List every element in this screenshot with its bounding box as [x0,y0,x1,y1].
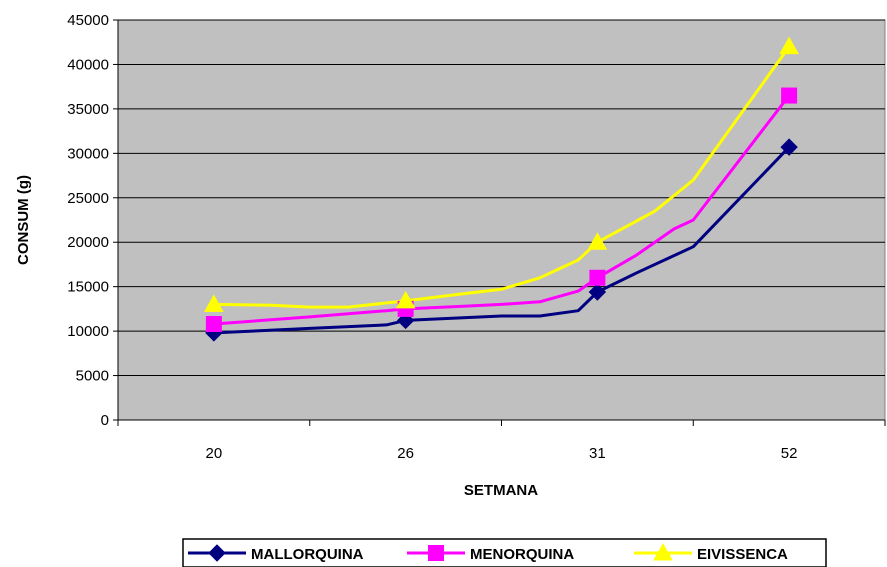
x-tick-label: 31 [589,445,606,462]
data-point-eivissenca [587,232,608,250]
series-line-eivissenca [213,45,791,309]
legend-label-mallorquina: MALLORQUINA [251,546,364,563]
y-tick-label: 20000 [67,234,109,251]
data-point-eivissenca [779,36,799,55]
y-tick-label: 45000 [67,12,109,29]
legend-label-menorquina: MENORQUINA [470,546,574,563]
tick-labels: 0 5000 10000 15000 20000 25000 30000 35000 40000… [67,12,797,462]
legend-marker-eivissenca [653,542,673,561]
x-tick-label: 26 [397,445,414,462]
y-axis-title: CONSUM (g) [15,175,32,265]
data-point-mallorquina [588,283,607,301]
data-point-menorquina [205,316,222,332]
y-tick-label: 5000 [76,368,109,385]
y-tick-label: 35000 [67,101,109,118]
data-point-eivissenca [395,290,416,309]
legend-marker-mallorquina [208,544,226,562]
legend-items: MALLORQUINA MENORQUINA EIVISSENCA [188,542,788,563]
y-tick-label: 0 [101,412,109,429]
axes [113,19,886,426]
y-tick-label: 30000 [67,145,109,162]
legend-marker-menorquina [428,545,444,561]
y-tick-label: 10000 [67,323,109,340]
data-point-mallorquina [780,138,798,156]
legend-label-eivissenca: EIVISSENCA [697,546,788,563]
legend: MALLORQUINA MENORQUINA EIVISSENCA [182,538,827,567]
plot-area [117,19,886,421]
data-point-menorquina [781,87,798,104]
x-axis-title: SETMANA [464,482,538,499]
legend-box [182,538,827,567]
data-point-eivissenca [204,294,224,312]
data-point-menorquina [589,269,606,286]
series-line-mallorquina [213,146,791,335]
x-tick-label: 52 [781,445,798,462]
y-tick-label: 25000 [67,190,109,207]
series-markers [204,36,799,342]
x-tick-label: 20 [206,445,223,462]
y-tick-label: 15000 [67,279,109,296]
series-lines [213,45,791,335]
series-line-menorquina [213,94,791,326]
y-tick-label: 40000 [67,56,109,73]
